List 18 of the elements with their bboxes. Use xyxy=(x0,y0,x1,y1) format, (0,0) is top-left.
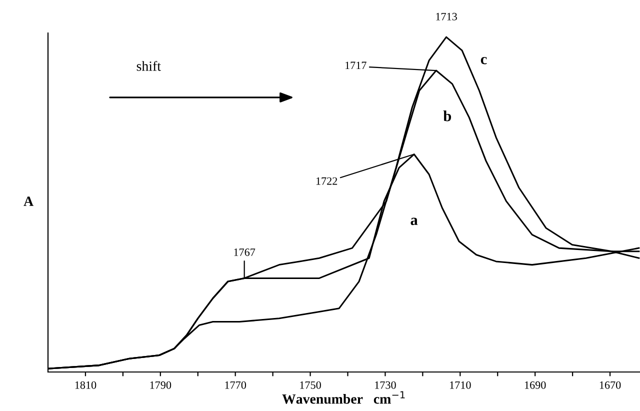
x-tick-label: 1750 xyxy=(300,381,321,389)
series-label: c xyxy=(480,56,487,64)
x-tick-label: 1710 xyxy=(450,381,471,389)
x-tick-label: 1730 xyxy=(375,381,396,389)
annotation: 1713 xyxy=(436,12,457,20)
series-label: b xyxy=(443,110,452,122)
annotation: 1717 xyxy=(345,62,366,70)
x-tick-label: 1670 xyxy=(600,381,621,389)
annotation: 1767 xyxy=(234,248,256,256)
x-tick-label: 1790 xyxy=(150,381,172,389)
x-tick-label: 1810 xyxy=(75,381,96,389)
annotation: 1722 xyxy=(316,177,338,185)
x-tick-label: 1770 xyxy=(225,381,246,389)
x-axis-title: Wavenumber cm$^{−1}$ xyxy=(282,391,405,404)
annotation: shift xyxy=(136,60,161,71)
y-axis-title: A xyxy=(24,196,34,206)
series-label: a xyxy=(410,218,418,226)
x-tick-label: 1690 xyxy=(524,381,546,389)
